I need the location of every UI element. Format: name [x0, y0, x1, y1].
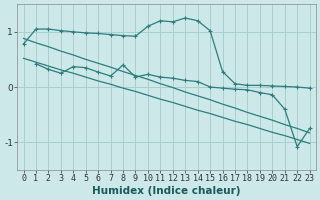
- X-axis label: Humidex (Indice chaleur): Humidex (Indice chaleur): [92, 186, 241, 196]
